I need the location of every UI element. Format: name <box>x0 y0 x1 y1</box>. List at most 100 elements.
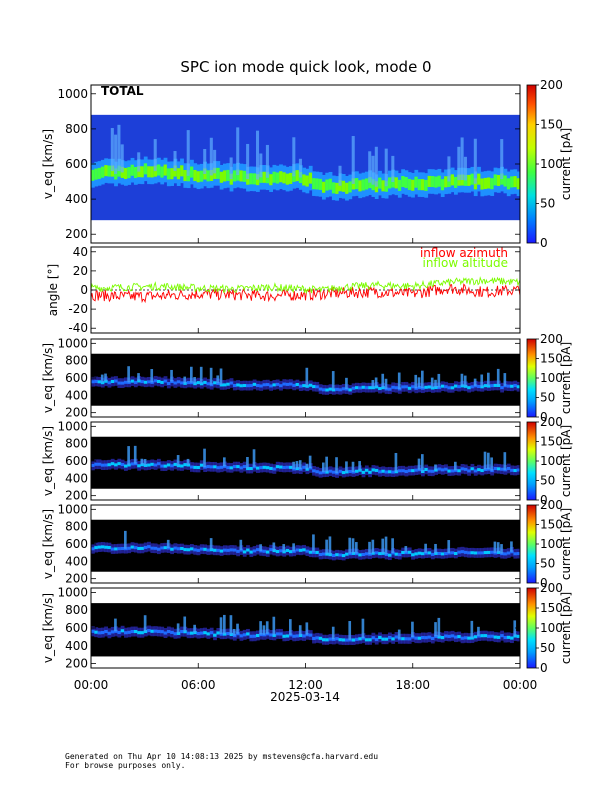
heat-core <box>397 469 402 473</box>
heat-core <box>483 177 488 189</box>
heat-core <box>411 179 415 191</box>
heat-core <box>322 638 326 642</box>
heat-core <box>341 638 346 642</box>
heat-core <box>417 636 422 640</box>
heat-core <box>295 634 300 638</box>
heat-core <box>206 382 211 386</box>
heat-core <box>100 463 105 467</box>
heat-core <box>147 166 151 178</box>
heat-core <box>97 462 102 466</box>
colorbar <box>526 587 537 669</box>
heat-core <box>282 465 287 469</box>
heat-streak <box>384 536 388 555</box>
heat-streak <box>325 539 328 555</box>
x-tick-label: 00:00 <box>74 678 109 692</box>
footer: Generated on Thu Apr 10 14:08:13 2025 by… <box>65 752 378 770</box>
heat-core <box>318 636 323 640</box>
heat-core <box>315 636 320 640</box>
heat-core <box>378 552 382 556</box>
heat-core <box>328 178 333 190</box>
heat-core <box>252 173 257 185</box>
heat-core <box>510 636 514 640</box>
heat-core <box>213 548 217 552</box>
y-tick-label: 20 <box>73 264 88 278</box>
heat-core <box>414 636 419 640</box>
heat-core <box>190 547 194 551</box>
heat-core <box>421 552 425 556</box>
heat-core <box>467 469 471 473</box>
y-tick-label: -20 <box>68 302 88 316</box>
y-tick-label: 800 <box>65 122 88 136</box>
y-tick-label: 200 <box>65 572 88 586</box>
heat-core <box>157 629 161 634</box>
heat-streak <box>133 445 137 464</box>
heat-streak <box>397 629 401 639</box>
panel-label: D sensor <box>101 587 160 601</box>
heat-streak <box>305 463 309 470</box>
heat-streak <box>176 623 180 634</box>
heat-core <box>424 385 429 389</box>
heat-streak <box>209 367 213 385</box>
heat-core <box>417 551 422 555</box>
heat-core <box>166 463 171 467</box>
heat-core <box>437 175 442 187</box>
heat-core <box>285 382 290 386</box>
heat-core <box>133 629 138 634</box>
heat-core <box>269 174 273 186</box>
heat-core <box>107 381 112 385</box>
heat-core <box>295 382 300 387</box>
heat-core <box>127 546 132 550</box>
heat-core <box>262 465 267 469</box>
y-tick-label: 1000 <box>57 502 88 516</box>
heat-core <box>100 631 105 635</box>
heat-streak <box>114 618 117 632</box>
heat-core <box>104 545 108 549</box>
heat-core <box>232 548 237 552</box>
heat-streak <box>150 369 154 383</box>
y-tick-label: 400 <box>65 471 88 485</box>
heat-core <box>305 549 310 553</box>
colorbar-tick-label: 50 <box>540 557 555 571</box>
heat-core <box>427 385 432 389</box>
heat-core <box>265 466 270 470</box>
heat-core <box>318 387 323 391</box>
colorbar-tick-label: 0 <box>540 236 548 250</box>
heat-core <box>279 632 283 636</box>
heat-streak <box>186 458 190 466</box>
heat-core <box>196 465 201 470</box>
heat-core <box>229 466 234 470</box>
heat-core <box>91 463 95 467</box>
heat-core <box>196 171 201 183</box>
heat-streak <box>437 373 441 388</box>
heat-streak <box>404 546 408 553</box>
heat-core <box>252 634 257 638</box>
heat-core <box>444 552 448 556</box>
heat-streak <box>272 616 276 636</box>
heat-core <box>440 384 445 388</box>
heat-core <box>440 636 445 640</box>
heat-core <box>160 380 165 384</box>
heat-streak <box>391 155 395 182</box>
heat-core <box>94 546 99 550</box>
heat-core <box>114 379 118 383</box>
heat-core <box>355 637 359 641</box>
heat-core <box>308 383 313 387</box>
heat-core <box>394 552 399 556</box>
heat-core <box>358 637 363 641</box>
heat-streak <box>496 542 500 553</box>
heat-core <box>424 467 429 471</box>
heat-core <box>229 548 234 552</box>
heat-core <box>163 631 168 635</box>
heat-core <box>160 630 165 634</box>
heat-core <box>308 466 313 470</box>
x-tick-label: 06:00 <box>181 678 216 692</box>
heat-core <box>216 631 221 635</box>
heat-core <box>467 386 471 390</box>
heat-core <box>124 464 128 468</box>
heat-streak <box>483 451 487 470</box>
heat-core <box>279 549 283 553</box>
heat-core <box>150 166 155 178</box>
heat-core <box>506 384 511 388</box>
heat-streak <box>295 461 299 469</box>
heat-core <box>490 634 495 638</box>
